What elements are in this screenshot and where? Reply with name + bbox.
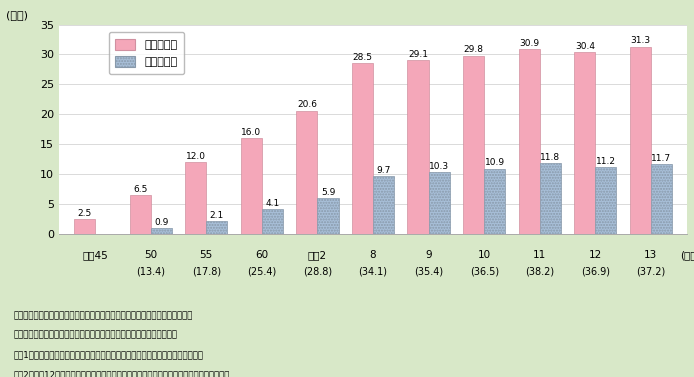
Text: 16.0: 16.0: [242, 128, 262, 137]
Text: (37.2): (37.2): [636, 266, 666, 276]
Bar: [241, 138, 262, 234]
Text: 29.1: 29.1: [408, 50, 428, 58]
Text: 28.5: 28.5: [353, 53, 373, 62]
Bar: [595, 167, 616, 234]
Text: (兆円): (兆円): [6, 10, 28, 20]
Text: (36.5): (36.5): [470, 266, 499, 276]
Text: 31.3: 31.3: [630, 37, 650, 46]
Text: 平成2: 平成2: [308, 250, 327, 261]
Text: 10.3: 10.3: [429, 162, 449, 171]
Text: (36.9): (36.9): [581, 266, 610, 276]
Text: (13.4): (13.4): [136, 266, 165, 276]
Text: 50: 50: [144, 250, 158, 261]
Text: 12: 12: [589, 250, 602, 261]
Text: 11.7: 11.7: [652, 153, 672, 162]
Text: 老人医療費については、厚生労働省保険局「老人医療事業年報」: 老人医療費については、厚生労働省保険局「老人医療事業年報」: [14, 331, 178, 340]
Text: 資料：国民医療費については、厚生労働省大臣官房統計情報部「国民医療費」: 資料：国民医療費については、厚生労働省大臣官房統計情報部「国民医療費」: [14, 311, 193, 320]
Text: 60: 60: [255, 250, 269, 261]
Text: (年度): (年度): [680, 250, 694, 261]
Text: 20.6: 20.6: [297, 100, 317, 109]
Text: 2.5: 2.5: [78, 208, 92, 218]
Text: 29.8: 29.8: [464, 45, 484, 54]
Text: 30.9: 30.9: [519, 39, 539, 48]
Bar: [630, 47, 651, 234]
Text: 4.1: 4.1: [265, 199, 280, 208]
Text: (34.1): (34.1): [359, 266, 387, 276]
Text: (17.8): (17.8): [192, 266, 221, 276]
Legend: 国民医療費, 老人医療費: 国民医療費, 老人医療費: [108, 32, 184, 74]
Text: 9: 9: [425, 250, 432, 261]
Text: 11.2: 11.2: [596, 156, 616, 166]
Text: 9.7: 9.7: [376, 166, 391, 175]
Bar: [317, 198, 339, 234]
Text: 0.9: 0.9: [154, 218, 169, 227]
Bar: [352, 63, 373, 234]
Text: 10.9: 10.9: [484, 158, 505, 167]
Text: 8: 8: [370, 250, 376, 261]
Bar: [296, 110, 317, 234]
Text: （注1）（　）内の数値は、老人医療費の国民医療費に対する割合（％）である。: （注1）（ ）内の数値は、老人医療費の国民医療費に対する割合（％）である。: [14, 350, 204, 359]
Text: 10: 10: [477, 250, 491, 261]
Text: 30.4: 30.4: [575, 42, 595, 51]
Text: 55: 55: [200, 250, 213, 261]
Text: （注2）平成12年度の介護保険の創設により老人医療費の一部が介護保険へ移行している。: （注2）平成12年度の介護保険の創設により老人医療費の一部が介護保険へ移行してい…: [14, 370, 230, 377]
Text: 11: 11: [533, 250, 546, 261]
Bar: [484, 169, 505, 234]
Bar: [463, 55, 484, 234]
Bar: [574, 52, 595, 234]
Text: (38.2): (38.2): [525, 266, 555, 276]
Text: (28.8): (28.8): [303, 266, 332, 276]
Text: 2.1: 2.1: [210, 211, 224, 220]
Bar: [518, 49, 540, 234]
Bar: [651, 164, 672, 234]
Bar: [74, 219, 95, 234]
Bar: [151, 228, 172, 234]
Text: (25.4): (25.4): [247, 266, 276, 276]
Bar: [407, 60, 429, 234]
Text: 11.8: 11.8: [540, 153, 560, 162]
Text: 13: 13: [644, 250, 657, 261]
Bar: [185, 162, 206, 234]
Bar: [130, 195, 151, 234]
Text: 6.5: 6.5: [133, 185, 147, 194]
Bar: [262, 209, 283, 234]
Bar: [429, 172, 450, 234]
Text: 12.0: 12.0: [186, 152, 205, 161]
Bar: [540, 163, 561, 234]
Bar: [206, 221, 228, 234]
Bar: [373, 176, 394, 234]
Text: 5.9: 5.9: [321, 188, 335, 197]
Text: (35.4): (35.4): [414, 266, 443, 276]
Text: 昭和45: 昭和45: [83, 250, 108, 261]
